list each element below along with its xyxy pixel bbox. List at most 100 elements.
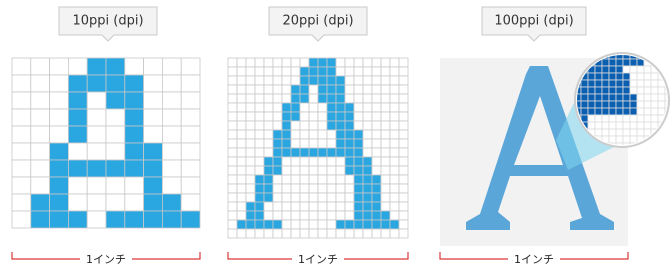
pixel — [264, 157, 273, 166]
pixel — [291, 121, 300, 130]
pixel — [336, 130, 345, 139]
pixel — [282, 166, 291, 175]
pixel — [602, 129, 609, 136]
pixel — [345, 103, 354, 112]
pixel — [255, 211, 264, 220]
pixel — [363, 157, 372, 166]
pixel — [87, 92, 106, 109]
pixel — [623, 94, 630, 101]
pixel — [309, 166, 318, 175]
pixel — [309, 94, 318, 103]
pixel — [282, 103, 291, 112]
pixel — [372, 67, 381, 76]
pixel — [309, 139, 318, 148]
pixel — [595, 66, 602, 73]
pixel — [381, 229, 390, 238]
pixel — [106, 160, 125, 177]
pixel — [68, 160, 87, 177]
pixel — [372, 58, 381, 67]
pixel — [354, 166, 363, 175]
pixel — [381, 211, 390, 220]
pixel — [336, 94, 345, 103]
pixel — [255, 220, 264, 229]
pixel — [309, 67, 318, 76]
pixel — [399, 157, 408, 166]
pixel — [264, 58, 273, 67]
pixel — [291, 58, 300, 67]
pixel — [372, 202, 381, 211]
pixel — [68, 211, 87, 228]
pixel — [588, 87, 595, 94]
pixel — [318, 202, 327, 211]
pixel — [291, 229, 300, 238]
pixel — [345, 130, 354, 139]
pixel — [237, 121, 246, 130]
pixel — [372, 229, 381, 238]
pixel — [372, 166, 381, 175]
pixel — [399, 184, 408, 193]
pixel — [144, 211, 163, 228]
pixel — [588, 80, 595, 87]
pixel — [228, 94, 237, 103]
pixel — [255, 103, 264, 112]
pixel — [336, 202, 345, 211]
pixel — [623, 66, 630, 73]
pixel — [68, 58, 87, 75]
pixel — [309, 184, 318, 193]
pixel — [354, 175, 363, 184]
pixel — [291, 202, 300, 211]
pixel — [300, 157, 309, 166]
pixel — [581, 52, 588, 59]
pixel — [327, 112, 336, 121]
ruler-label: 1インチ — [514, 253, 554, 266]
pixel — [588, 52, 595, 59]
pixel — [327, 157, 336, 166]
pixel — [354, 202, 363, 211]
pixel — [381, 148, 390, 157]
pixel — [345, 202, 354, 211]
pixel — [327, 76, 336, 85]
pixel — [336, 58, 345, 67]
pixel — [291, 148, 300, 157]
ppi-diagram: 10ppi (dpi)20ppi (dpi)100ppi (dpi) 1インチ1… — [0, 0, 670, 271]
pixel — [637, 108, 644, 115]
pixel — [623, 136, 630, 143]
pixel — [372, 139, 381, 148]
pixel — [255, 139, 264, 148]
pixel — [390, 211, 399, 220]
pixel — [50, 143, 69, 160]
pixel — [327, 229, 336, 238]
pixel — [354, 220, 363, 229]
pixel — [354, 130, 363, 139]
pixel — [336, 184, 345, 193]
pixel — [309, 220, 318, 229]
pixel — [616, 80, 623, 87]
pixel — [228, 184, 237, 193]
pixel — [300, 184, 309, 193]
pixel — [282, 193, 291, 202]
pixel — [300, 58, 309, 67]
pixel — [282, 157, 291, 166]
pixel — [237, 202, 246, 211]
pixel — [381, 85, 390, 94]
pixel — [31, 75, 50, 92]
pixel — [309, 85, 318, 94]
pixel — [282, 112, 291, 121]
pixel — [595, 115, 602, 122]
pixel — [228, 130, 237, 139]
pixel — [50, 126, 69, 143]
pixel — [300, 112, 309, 121]
pixel — [273, 229, 282, 238]
pixel — [87, 143, 106, 160]
pixel — [318, 103, 327, 112]
pixel — [665, 52, 670, 59]
pixel — [602, 122, 609, 129]
pixel — [399, 76, 408, 85]
pixel — [31, 109, 50, 126]
pixel — [125, 143, 144, 160]
pixel — [228, 166, 237, 175]
pixel — [144, 160, 163, 177]
pixel — [363, 112, 372, 121]
pixel — [246, 58, 255, 67]
pixel — [228, 76, 237, 85]
